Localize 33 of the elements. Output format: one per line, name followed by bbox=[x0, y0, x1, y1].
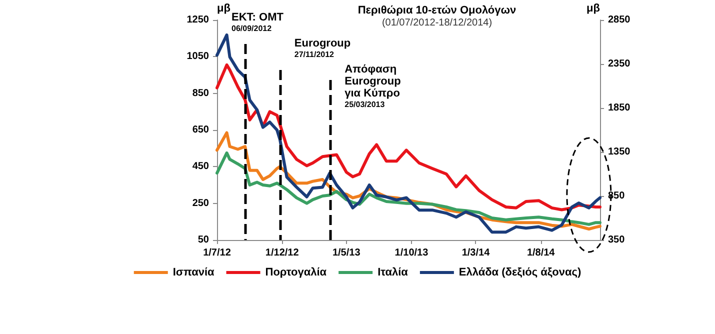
y2-tick-label: 350 bbox=[608, 234, 626, 246]
ref-line-label: Eurogroup 27/11/2012 bbox=[294, 38, 351, 59]
y2-tick-label: 1350 bbox=[608, 146, 631, 158]
y2-tick-label: 2350 bbox=[608, 58, 631, 70]
x-tick-label: 1/8/14 bbox=[526, 248, 556, 258]
ref-line-label: Απόφαση Eurogroup για Κύπρο 25/03/2013 bbox=[344, 64, 402, 109]
y-axis-title: μβ bbox=[217, 2, 231, 14]
legend-label: Ιταλία bbox=[378, 266, 408, 278]
y-tick-label: 650 bbox=[192, 124, 210, 136]
y2-axis-title: μβ bbox=[586, 2, 600, 14]
chart-subtitle: (01/07/2012-18/12/2014) bbox=[382, 18, 492, 28]
x-tick-label: 1/10/13 bbox=[394, 248, 429, 258]
y-tick-label: 1050 bbox=[186, 51, 210, 62]
y2-tick-label: 850 bbox=[608, 190, 626, 202]
y-tick-label: 50 bbox=[198, 234, 210, 246]
y-tick-label: 850 bbox=[192, 88, 210, 99]
y-tick-label: 250 bbox=[192, 198, 210, 209]
x-tick-label: 1/7/12 bbox=[203, 248, 232, 258]
y2-tick-label: 2850 bbox=[608, 14, 631, 26]
line-series bbox=[216, 151, 602, 226]
line-series bbox=[216, 33, 602, 234]
line-series bbox=[216, 63, 602, 212]
chart-title: Περιθώρια 10-ετών Ομολόγων bbox=[358, 4, 516, 16]
x-tick-label: 1/12/12 bbox=[265, 248, 300, 258]
legend-label: Ισπανία bbox=[172, 266, 215, 278]
x-tick-label: 1/3/14 bbox=[462, 248, 490, 258]
legend-label: Ελλάδα (δεξιός άξονας) bbox=[458, 266, 582, 278]
y-tick-label: 450 bbox=[192, 161, 210, 172]
x-tick-label: 1/5/13 bbox=[332, 248, 361, 258]
legend-label: Πορτογαλία bbox=[265, 266, 327, 278]
ref-line-label: ΕΚΤ: ΟΜΤ 06/09/2012 bbox=[232, 12, 284, 33]
y-tick-label: 1250 bbox=[186, 14, 210, 26]
y2-tick-label: 1850 bbox=[608, 102, 631, 114]
